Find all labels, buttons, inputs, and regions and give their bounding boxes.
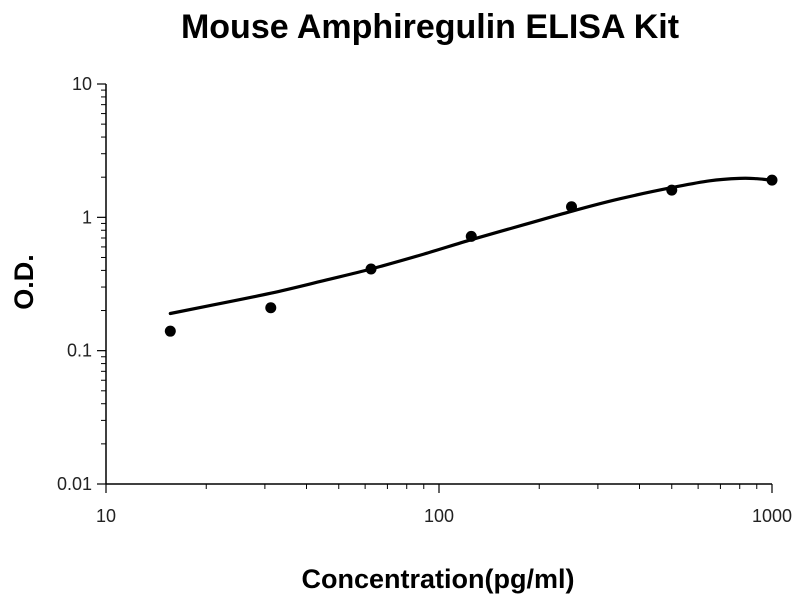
data-point	[465, 230, 477, 242]
y-tick-label: 0.1	[67, 341, 92, 361]
y-axis-label: O.D.	[9, 254, 39, 310]
chart-title: Mouse Amphiregulin ELISA Kit	[181, 8, 679, 46]
x-tick-label: 1000	[752, 506, 792, 526]
x-axis-ticks: 10 100 1000	[96, 484, 792, 526]
fit-curve	[168, 176, 774, 316]
data-point	[766, 174, 778, 186]
y-tick-label: 10	[72, 74, 92, 94]
data-point	[164, 325, 176, 337]
x-tick-label: 100	[424, 506, 454, 526]
y-tick-label: 1	[82, 207, 92, 227]
y-tick-label: 0.01	[57, 474, 92, 494]
axes	[105, 84, 772, 485]
data-point	[265, 302, 277, 314]
fit-curve-layer	[168, 176, 774, 316]
x-axis-label: Concentration(pg/ml)	[302, 564, 575, 594]
data-points	[164, 174, 778, 337]
data-point	[666, 184, 678, 196]
data-point	[365, 263, 377, 275]
x-tick-label: 10	[96, 506, 116, 526]
y-axis-ticks: 10 1 0.1 0.01	[57, 74, 106, 494]
data-point	[566, 201, 578, 213]
